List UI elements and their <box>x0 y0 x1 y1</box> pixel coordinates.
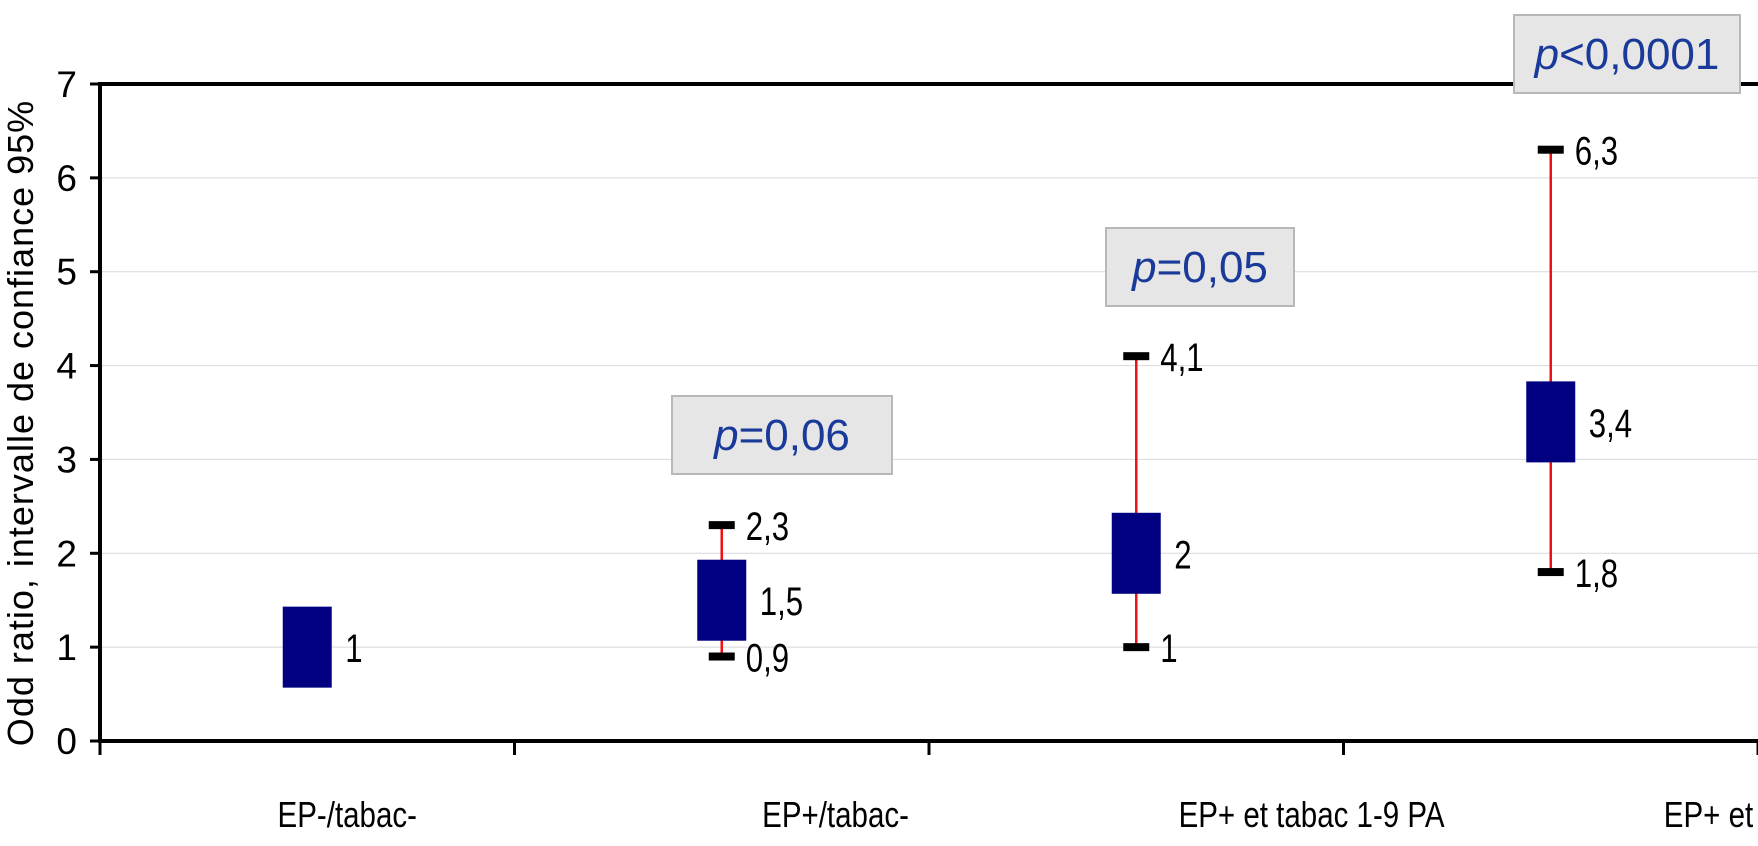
y-tick-label: 7 <box>56 64 77 105</box>
p-symbol: p <box>712 411 738 460</box>
y-axis-label: Odd ratio, intervalle de confiance 95% <box>0 100 41 746</box>
data-marks <box>282 145 1576 688</box>
category-label: EP-/tabac- <box>278 794 417 834</box>
y-tick-label: 5 <box>56 252 77 293</box>
y-tick-label: 1 <box>56 627 77 668</box>
ci-lower-cap <box>1537 568 1564 577</box>
ci-upper-cap <box>1537 145 1564 154</box>
ci-lower-label: 1,8 <box>1575 551 1618 596</box>
odds-ratio-label: 1 <box>345 626 362 671</box>
ci-lower-cap <box>1123 643 1150 652</box>
y-tick-label: 3 <box>56 439 77 480</box>
ci-upper-cap <box>708 521 735 530</box>
y-tick-label: 2 <box>56 533 77 574</box>
ci-upper-cap <box>1123 352 1150 361</box>
ci-upper-label: 4,1 <box>1160 336 1203 381</box>
p-value-box <box>1513 14 1741 94</box>
y-tick-label: 4 <box>56 346 77 387</box>
odds-ratio-box <box>697 559 747 641</box>
p-value-text: p=0,05 <box>1130 243 1268 292</box>
p-value-text: p<0,0001 <box>1533 30 1720 79</box>
p-value-box <box>671 395 893 475</box>
odds-ratio-label: 2 <box>1174 533 1191 578</box>
ci-upper-label: 2,3 <box>746 504 789 549</box>
category-label: EP+ et tabac 1-9 PA <box>1179 794 1445 834</box>
odds-ratio-label: 3,4 <box>1589 401 1632 446</box>
p-symbol: p <box>1533 30 1559 79</box>
p-symbol: p <box>1130 243 1156 292</box>
ci-upper-label: 6,3 <box>1575 129 1618 174</box>
y-tick-label: 0 <box>56 721 77 762</box>
p-value: =0,05 <box>1157 243 1268 292</box>
p-value-annotations: p=0,06p=0,05p<0,0001 <box>671 14 1741 475</box>
p-value-box <box>1105 227 1295 307</box>
odds-ratio-box <box>282 606 332 688</box>
grid-lines <box>100 177 1758 648</box>
p-value-text: p=0,06 <box>712 411 850 460</box>
labels: 0 1 2 3 4 5 6 7 EP-/tabac- EP+/tabac- EP+ et tabac… <box>56 64 1758 835</box>
odds-ratio-box <box>1111 512 1161 594</box>
category-label: EP+ et tabac ≥10 PA <box>1664 794 1758 834</box>
y-tick-label: 6 <box>56 158 77 199</box>
p-value: =0,06 <box>739 411 850 460</box>
odds-ratio-box <box>1526 381 1576 463</box>
axes <box>90 82 1758 755</box>
odds-ratio-label: 1,5 <box>760 580 803 625</box>
ci-lower-label: 0,9 <box>746 636 789 681</box>
ci-lower-cap <box>708 652 735 661</box>
ci-lower-label: 1 <box>1160 626 1177 671</box>
p-value: <0,0001 <box>1559 30 1719 79</box>
category-label: EP+/tabac- <box>762 794 909 834</box>
